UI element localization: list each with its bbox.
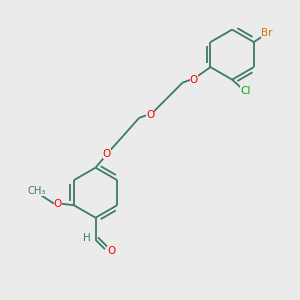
Text: O: O — [146, 110, 154, 120]
Text: O: O — [103, 149, 111, 159]
Text: O: O — [107, 246, 116, 256]
Text: O: O — [53, 199, 62, 209]
Text: H: H — [83, 233, 91, 243]
Text: Br: Br — [261, 28, 273, 38]
Text: O: O — [190, 75, 198, 85]
Text: CH₃: CH₃ — [27, 186, 46, 197]
Text: Cl: Cl — [240, 86, 250, 96]
